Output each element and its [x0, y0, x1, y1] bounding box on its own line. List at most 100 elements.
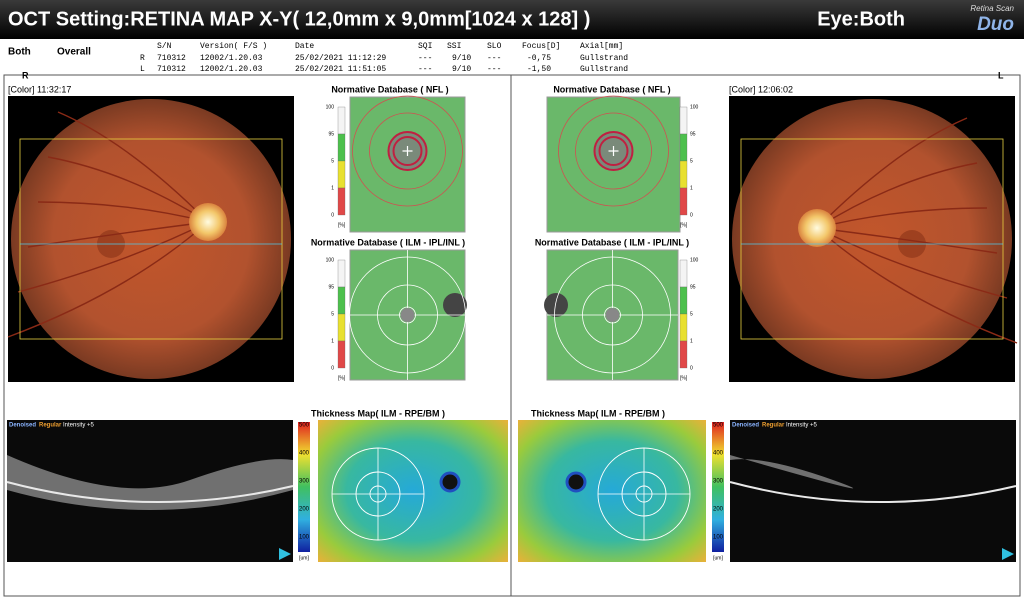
vessel: [7, 221, 209, 338]
vessel: [816, 117, 968, 229]
scale-label: 95: [690, 284, 696, 290]
nfl-ring: [387, 131, 428, 171]
scale-band: [337, 259, 346, 288]
scan-marker: [279, 548, 291, 560]
info-cell: 25/02/2021 11:51:05: [295, 65, 386, 74]
scale-label: 100: [326, 104, 335, 110]
scale-band: [679, 313, 688, 342]
nfl-cross: [608, 146, 619, 156]
scale-label: 300: [713, 479, 724, 485]
scale-label: 200: [713, 507, 724, 513]
thickness-disc: [439, 471, 461, 493]
info-cell: 9/10: [452, 54, 471, 63]
scale-band: [679, 286, 688, 315]
scale-label: 100: [690, 257, 699, 263]
scale-label: 0: [331, 365, 334, 371]
scale-band: [679, 133, 688, 162]
info-cell: -1,50: [527, 65, 551, 74]
vessel: [27, 221, 209, 248]
scale-label: 0: [331, 212, 334, 218]
vessel: [816, 227, 1008, 299]
scale-band: [679, 259, 688, 288]
panel-title: Thickness Map( ILM - RPE/BM ): [531, 408, 665, 418]
scan-area: [19, 138, 283, 340]
thickness-disc: [565, 471, 587, 493]
bscan-label: Denoised: [732, 423, 759, 429]
ilm-disc: [544, 293, 568, 317]
thickness-map: [518, 420, 706, 562]
scale-unit: [%]: [680, 375, 688, 381]
rpe-layer: [729, 481, 1017, 503]
scale-label: 5: [331, 158, 334, 164]
panel-title: Normative Database ( NFL ): [331, 84, 448, 94]
thickness-scale: [712, 422, 724, 552]
column-header: SSI: [447, 42, 461, 51]
column-header: Focus[D]: [522, 42, 560, 51]
info-cell: 12002/1.20.03: [200, 54, 263, 63]
info-cell: ---: [487, 54, 501, 63]
column-header: Date: [295, 42, 314, 51]
bscan: [730, 420, 1016, 562]
bscan-label: Intensity +5: [63, 423, 95, 429]
rpe-layer: [6, 481, 294, 503]
side-label: L: [998, 70, 1004, 80]
scale-band: [679, 340, 688, 369]
vessel: [47, 156, 209, 223]
fundus: [732, 99, 1012, 379]
vessel: [816, 162, 978, 229]
optic-disc: [798, 209, 836, 247]
thickness-cross: [598, 448, 690, 540]
scale-band: [679, 187, 688, 216]
scale-label: 100: [326, 257, 335, 263]
scale-label: 100: [713, 535, 724, 541]
eye-label: Eye:Both: [817, 8, 905, 30]
info-cell: ---: [487, 65, 501, 74]
info-cell: 710312: [157, 65, 186, 74]
scale-label: 5: [690, 158, 693, 164]
scale-band: [337, 106, 346, 135]
thickness-cross: [332, 448, 424, 540]
scale-label: 95: [690, 131, 696, 137]
scale-band: [337, 187, 346, 216]
info-cell: ---: [418, 65, 432, 74]
scale-label: 500: [713, 423, 724, 429]
info-cell: ---: [418, 54, 432, 63]
scale-label: 100: [690, 104, 699, 110]
info-cell: R: [140, 54, 145, 63]
fundus-label: [Color] 12:06:02: [729, 84, 793, 94]
scale-label: 0: [690, 365, 693, 371]
side-label: R: [22, 70, 29, 80]
nfl-ring: [558, 95, 669, 207]
thickness-map: [318, 420, 508, 562]
scale-label: 95: [328, 131, 334, 137]
info-cell: Gullstrand: [580, 65, 628, 74]
optic-disc: [189, 203, 227, 241]
panel-title: Normative Database ( NFL ): [553, 84, 670, 94]
vessel: [57, 111, 209, 223]
scale-band: [679, 106, 688, 135]
vessel: [816, 227, 1018, 344]
scale-label: 200: [299, 507, 310, 513]
scale-label: 5: [331, 311, 334, 317]
vessel: [37, 201, 209, 223]
bscan-label: Regular: [39, 423, 62, 429]
nfl-ring: [598, 136, 629, 166]
scale-unit: [um]: [713, 555, 723, 561]
column-header: SQI: [418, 42, 432, 51]
scale-band: [337, 313, 346, 342]
scale-band: [337, 133, 346, 162]
info-cell: 710312: [157, 54, 186, 63]
header-title: OCT Setting:RETINA MAP X-Y( 12,0mm x 9,0…: [8, 8, 590, 30]
info-cell: 12002/1.20.03: [200, 65, 263, 74]
eye-info: Both: [8, 47, 31, 58]
column-header: Axial[mm]: [580, 42, 623, 51]
ilm-fovea: [605, 308, 620, 322]
scale-label: 5: [690, 311, 693, 317]
column-header: SLO: [487, 42, 502, 51]
scale-band: [337, 160, 346, 189]
scale-label: 1: [331, 338, 334, 344]
vessel: [816, 227, 998, 254]
fundus-label: [Color] 11:32:17: [8, 84, 71, 94]
scale-label: 1: [690, 338, 693, 344]
